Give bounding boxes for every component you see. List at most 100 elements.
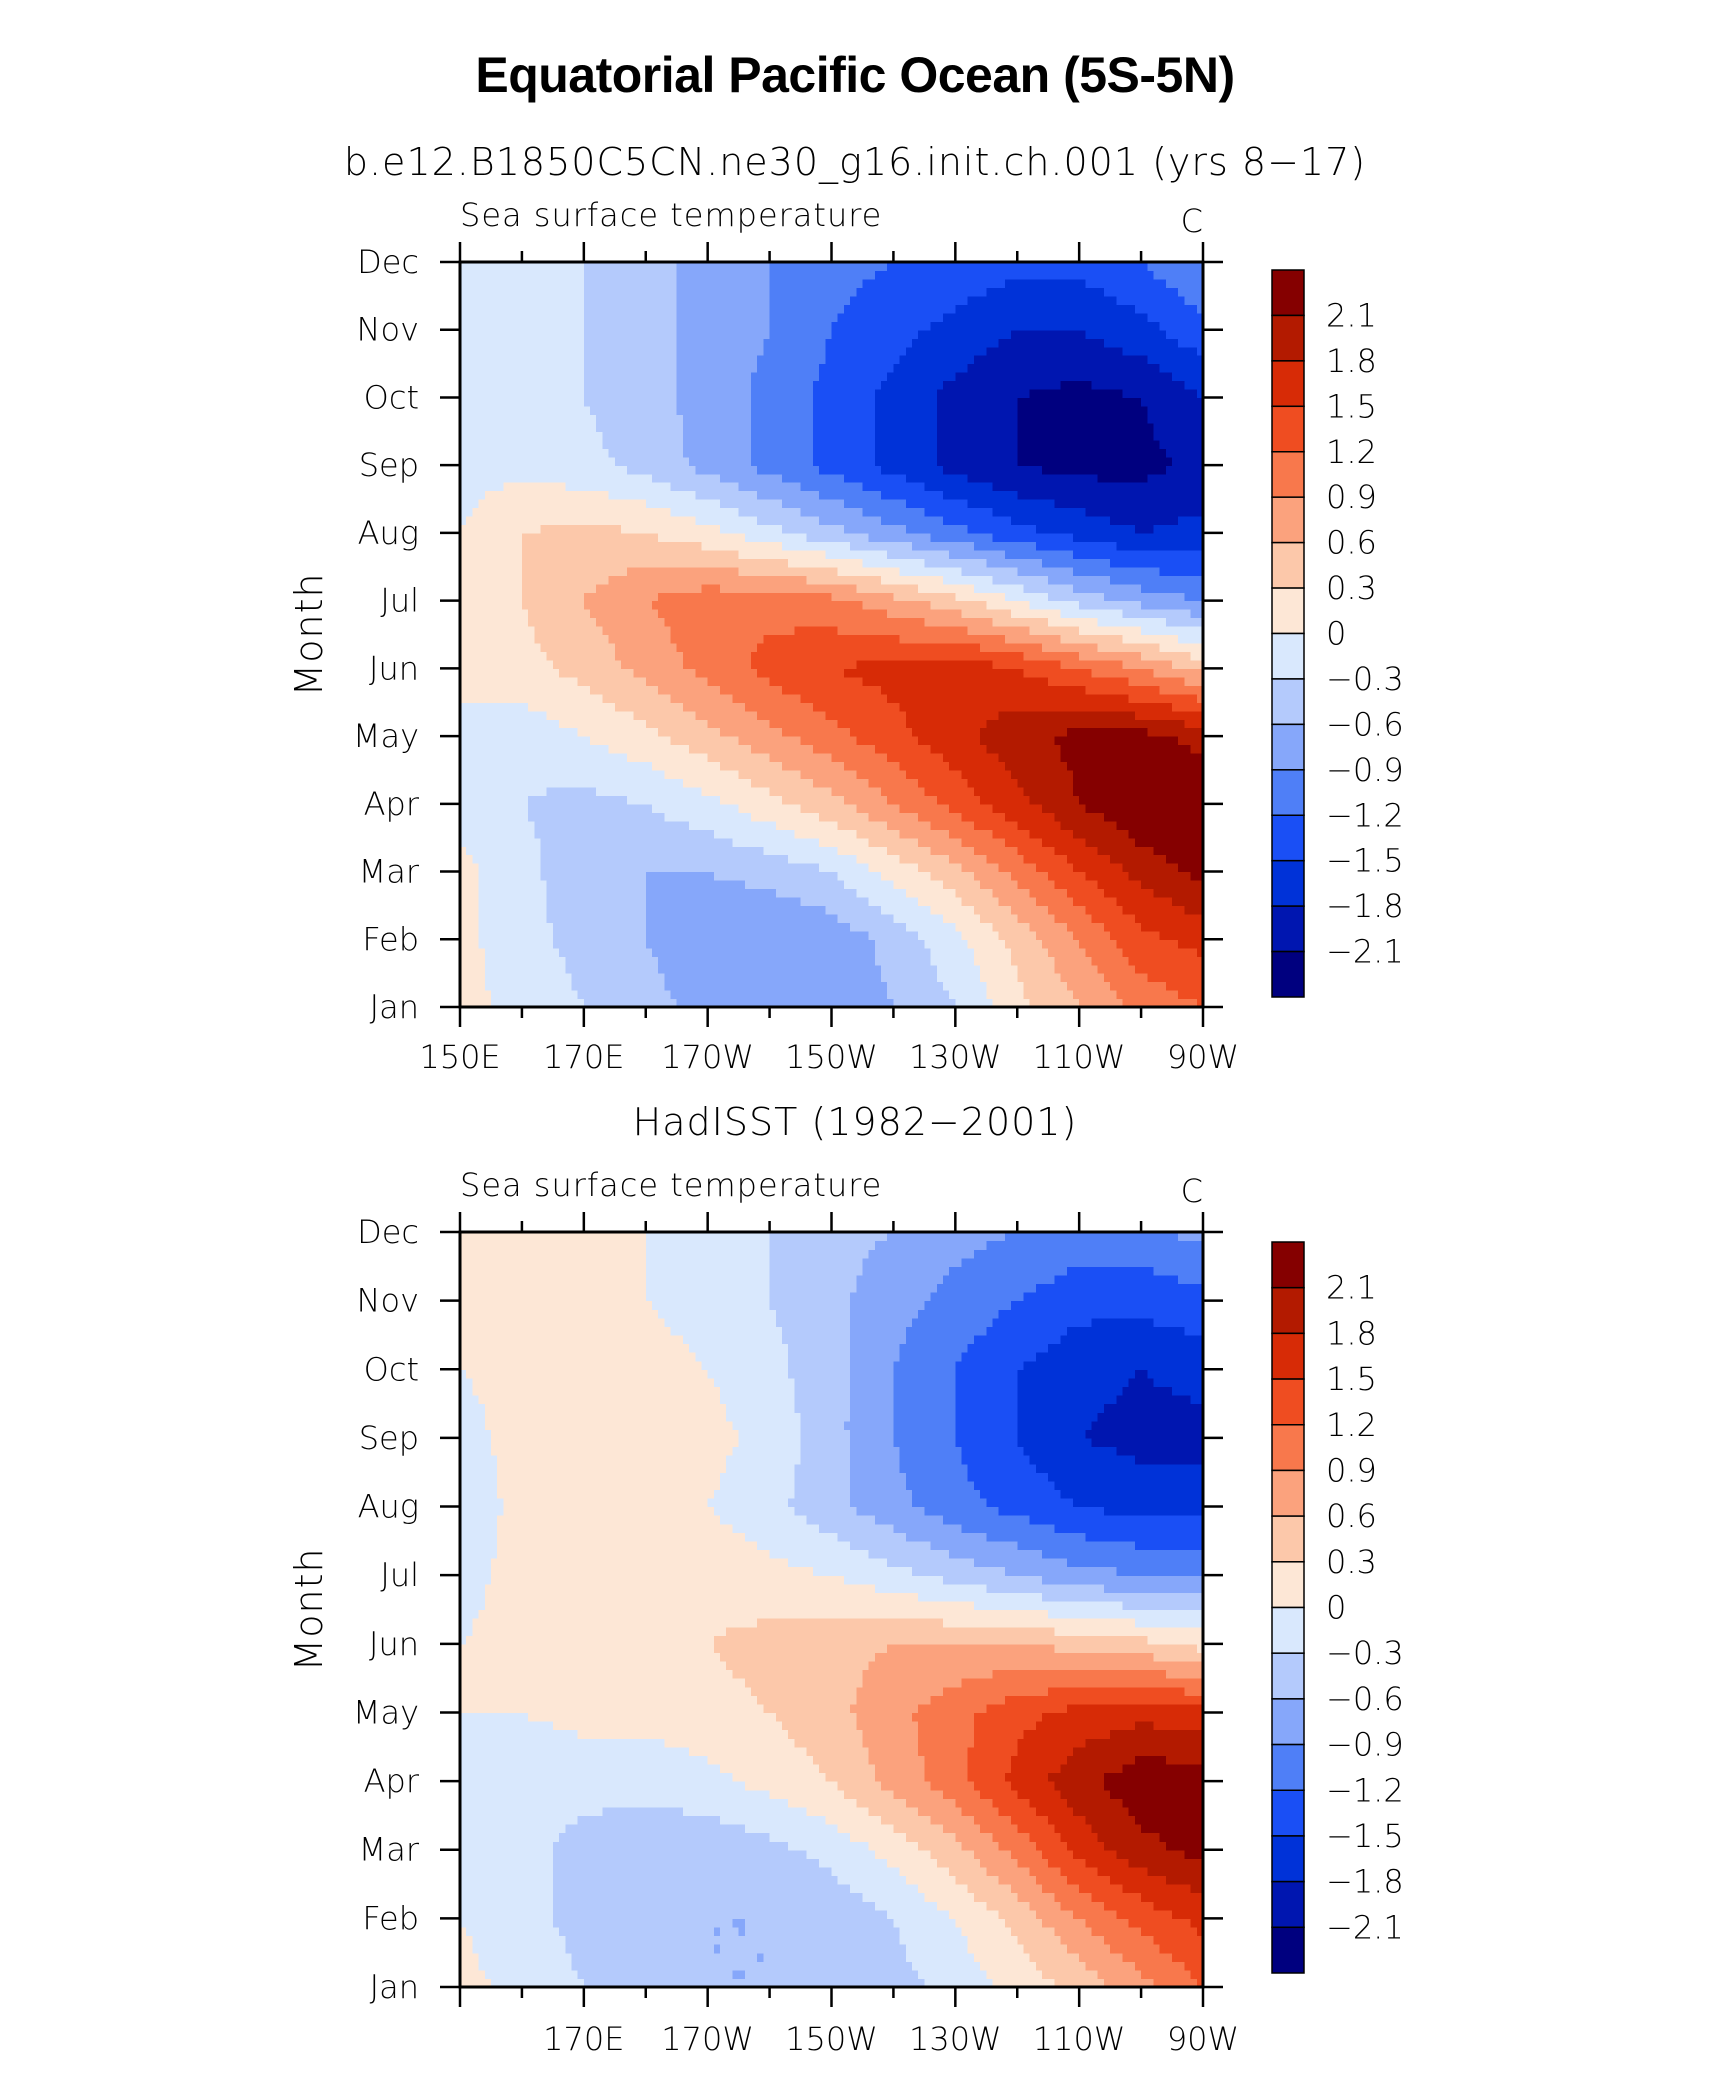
field-cell: [1023, 829, 1031, 839]
field-cell: [701, 769, 709, 780]
field-cell: [911, 659, 919, 669]
field-cell: [546, 668, 554, 678]
field-cell: [1085, 685, 1093, 695]
field-cell: [942, 888, 950, 898]
field-cell: [1017, 812, 1025, 822]
field-cell: [546, 778, 554, 788]
field-cell: [571, 880, 579, 890]
field-cell: [1011, 905, 1018, 915]
field-cell: [781, 922, 789, 932]
field-cell: [707, 837, 715, 847]
field-cell: [1165, 693, 1173, 703]
field-cell: [695, 888, 703, 898]
field-cell: [1141, 786, 1148, 796]
field-cell: [1196, 812, 1204, 822]
field-cell: [862, 863, 870, 873]
field-cell: [819, 829, 826, 839]
field-cell: [1184, 956, 1192, 966]
field-cell: [460, 812, 467, 822]
field-cell: [546, 888, 554, 898]
field-cell: [478, 896, 486, 907]
field-cell: [825, 998, 833, 1008]
field-cell: [577, 956, 585, 966]
field-cell: [658, 736, 665, 746]
field-cell: [1060, 820, 1068, 830]
field-cell: [998, 990, 1006, 1000]
field-cell: [664, 744, 672, 754]
field-cell: [490, 719, 498, 729]
field-cell: [651, 896, 659, 907]
field-cell: [503, 837, 511, 847]
field-cell: [614, 998, 622, 1008]
field-cell: [583, 939, 591, 949]
field-cell: [1159, 719, 1167, 729]
field-cell: [887, 769, 895, 780]
field-cell: [707, 761, 715, 771]
field-cell: [874, 956, 882, 966]
field-cell: [540, 676, 548, 686]
field-cell: [1072, 837, 1080, 847]
field-cell: [1072, 659, 1080, 669]
field-cell: [831, 769, 839, 780]
field-cell: [490, 803, 498, 813]
field-cell: [695, 939, 703, 949]
field-cell: [1134, 880, 1142, 890]
field-cell: [676, 956, 684, 966]
field-cell: [1178, 896, 1186, 907]
field-cell: [664, 753, 672, 763]
field-cell: [726, 863, 734, 873]
field-cell: [1178, 778, 1186, 788]
field-cell: [980, 896, 987, 907]
field-cell: [874, 786, 882, 796]
field-cell: [509, 990, 517, 1000]
field-cell: [992, 727, 1000, 737]
field-cell: [961, 719, 969, 729]
field-cell: [1165, 786, 1173, 796]
field-cell: [911, 710, 919, 720]
field-cell: [484, 990, 492, 1000]
field-cell: [862, 753, 870, 763]
field-cell: [788, 685, 795, 695]
field-cell: [682, 693, 690, 703]
field-cell: [1017, 863, 1025, 873]
field-cell: [825, 846, 833, 856]
field-cell: [942, 990, 950, 1000]
field-cell: [744, 803, 752, 813]
field-cell: [1134, 744, 1142, 754]
field-cell: [1091, 736, 1099, 746]
field-cell: [1035, 964, 1043, 974]
field-cell: [484, 880, 492, 890]
field-cell: [751, 710, 758, 720]
field-cell: [825, 651, 833, 661]
field-cell: [689, 786, 696, 796]
field-cell: [930, 964, 938, 974]
field-cell: [472, 981, 480, 991]
field-cell: [472, 888, 480, 898]
field-cell: [1072, 786, 1080, 796]
field-cell: [484, 761, 492, 771]
field-cell: [961, 778, 969, 788]
field-cell: [887, 786, 895, 796]
field-cell: [967, 998, 975, 1008]
field-cell: [961, 956, 969, 966]
field-cell: [639, 973, 647, 983]
field-cell: [552, 846, 560, 856]
field-cell: [1103, 846, 1111, 856]
field-cell: [1122, 854, 1130, 864]
field-cell: [602, 922, 610, 932]
field-cell: [639, 939, 647, 949]
field-cell: [911, 871, 919, 881]
field-cell: [942, 973, 950, 983]
field-cell: [1085, 668, 1093, 678]
field-cell: [521, 939, 529, 949]
field-cell: [460, 964, 467, 974]
field-cell: [732, 753, 740, 763]
field-cell: [1029, 896, 1037, 907]
field-cell: [528, 913, 535, 923]
field-cell: [658, 947, 665, 957]
field-cell: [577, 761, 585, 771]
field-cell: [1023, 922, 1031, 932]
field-cell: [608, 668, 616, 678]
field-cell: [497, 769, 504, 780]
field-cell: [763, 880, 771, 890]
